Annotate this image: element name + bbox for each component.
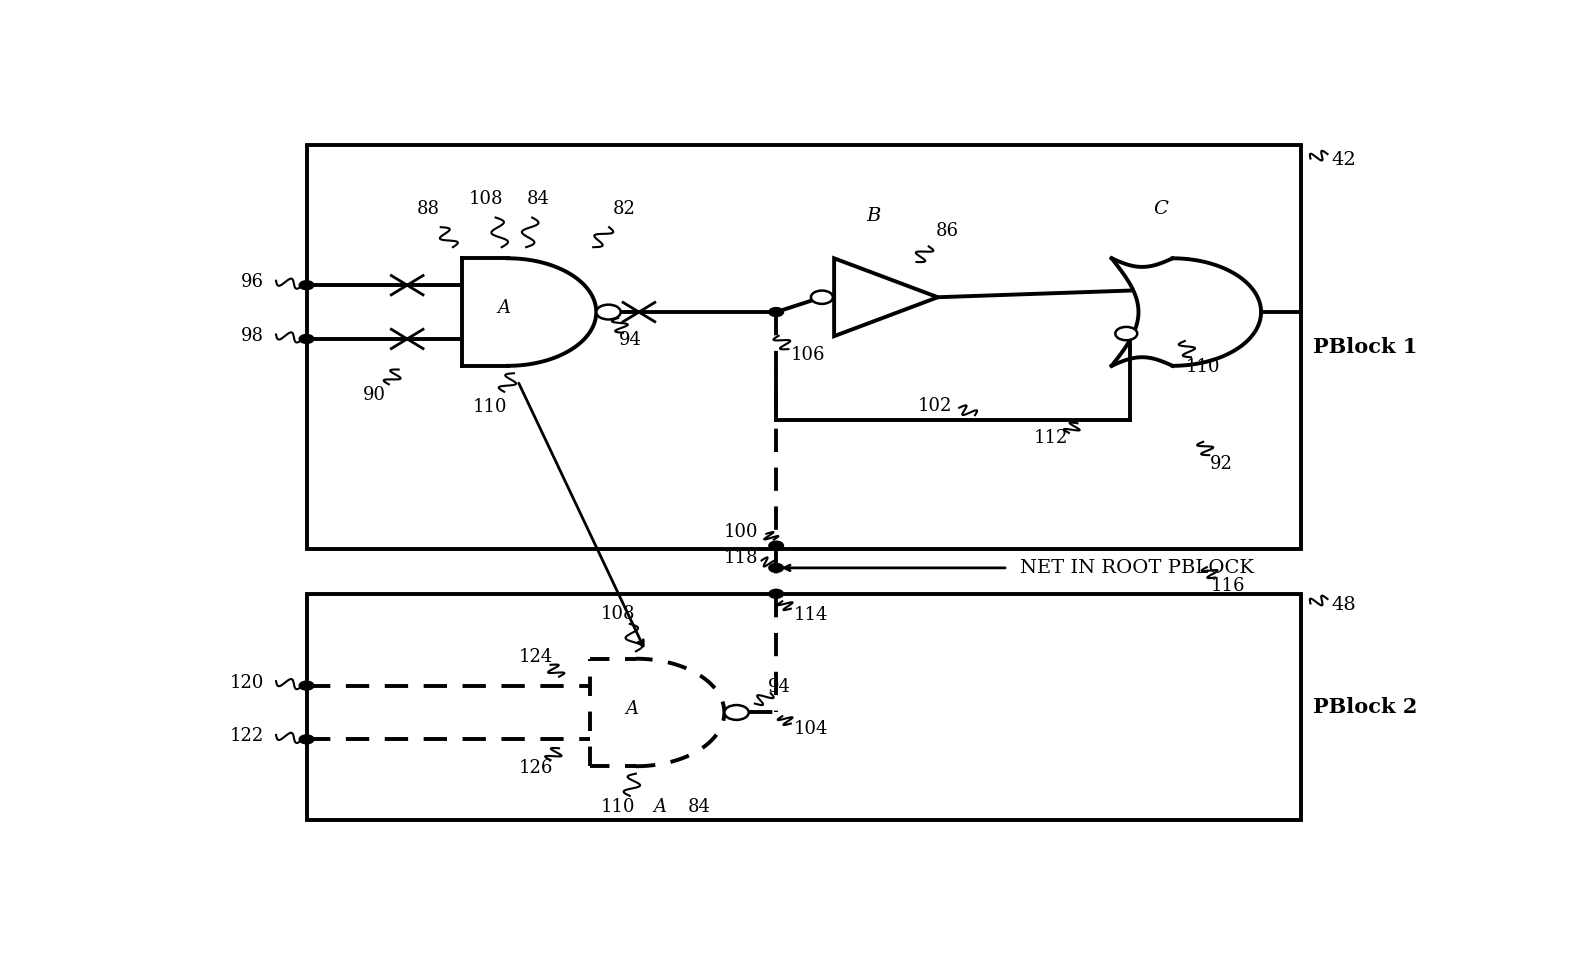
Text: A: A [653,798,667,816]
Text: 122: 122 [230,727,264,745]
Text: 104: 104 [793,719,828,738]
Text: 108: 108 [600,605,634,623]
Text: C: C [1154,199,1168,218]
Circle shape [299,681,313,690]
Text: 94: 94 [619,331,642,350]
Text: 42: 42 [1332,151,1355,169]
Text: A: A [497,299,510,318]
Text: 94: 94 [768,678,790,695]
Text: 126: 126 [519,759,552,776]
Bar [307,145,1300,549]
Text: 84: 84 [688,798,711,816]
Text: 108: 108 [469,190,504,208]
Text: 114: 114 [793,606,828,624]
Text: 124: 124 [519,648,552,666]
Circle shape [724,705,749,720]
Text: 84: 84 [527,190,549,208]
Text: NET IN ROOT PBLOCK: NET IN ROOT PBLOCK [1020,559,1254,577]
Text: 116: 116 [1210,578,1245,595]
Text: 112: 112 [1034,429,1067,447]
Text: 88: 88 [417,199,441,218]
Text: B: B [867,207,881,225]
Circle shape [811,291,833,304]
Circle shape [768,307,784,317]
Circle shape [768,541,784,550]
Text: 106: 106 [790,346,825,364]
Circle shape [597,304,620,320]
Text: 48: 48 [1332,596,1355,614]
Text: 96: 96 [241,273,264,291]
Text: 100: 100 [724,523,759,541]
Text: 110: 110 [472,398,507,416]
Text: A: A [626,700,639,717]
Text: 118: 118 [724,549,759,567]
Text: PBlock 1: PBlock 1 [1313,337,1417,357]
Text: 110: 110 [600,798,634,816]
Text: 86: 86 [935,221,959,240]
Bar [307,594,1300,820]
Text: 120: 120 [230,674,264,691]
Circle shape [1116,326,1138,340]
Text: 110: 110 [1185,358,1220,376]
Text: 90: 90 [362,386,386,404]
Text: 92: 92 [1210,455,1232,473]
Circle shape [768,563,784,572]
Text: 102: 102 [918,397,952,415]
Text: 98: 98 [241,327,264,345]
Circle shape [299,735,313,743]
Circle shape [299,334,313,344]
Text: 82: 82 [612,199,636,218]
Circle shape [768,589,784,598]
Text: PBlock 2: PBlock 2 [1313,697,1417,716]
Circle shape [299,281,313,290]
